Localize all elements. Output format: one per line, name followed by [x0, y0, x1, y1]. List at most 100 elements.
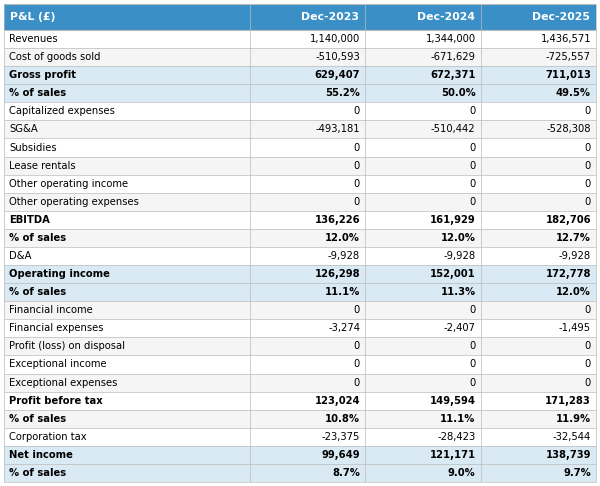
Text: % of sales: % of sales [9, 233, 66, 243]
Text: -9,928: -9,928 [559, 251, 591, 261]
Text: 0: 0 [585, 106, 591, 116]
Text: 629,407: 629,407 [314, 70, 360, 80]
Text: Net income: Net income [9, 450, 73, 460]
Text: SG&A: SG&A [9, 124, 38, 135]
Text: 49.5%: 49.5% [556, 88, 591, 98]
Text: Corporation tax: Corporation tax [9, 432, 86, 442]
Text: 0: 0 [585, 142, 591, 153]
Bar [4, 337, 596, 355]
Text: 0: 0 [585, 341, 591, 351]
Bar [4, 446, 596, 464]
Text: 126,298: 126,298 [314, 269, 360, 279]
Text: 11.3%: 11.3% [440, 287, 476, 297]
Text: -725,557: -725,557 [546, 52, 591, 62]
Text: 0: 0 [354, 142, 360, 153]
Text: -9,928: -9,928 [328, 251, 360, 261]
Text: 0: 0 [585, 360, 591, 369]
Bar [4, 301, 596, 319]
Text: 0: 0 [469, 305, 476, 315]
Text: 9.7%: 9.7% [563, 468, 591, 478]
Text: 0: 0 [585, 179, 591, 189]
Text: 171,283: 171,283 [545, 396, 591, 406]
Text: -1,495: -1,495 [559, 323, 591, 333]
Text: 1,140,000: 1,140,000 [310, 34, 360, 44]
Bar [4, 374, 596, 392]
Bar [4, 283, 596, 301]
Text: 0: 0 [354, 378, 360, 387]
Text: 711,013: 711,013 [545, 70, 591, 80]
Text: 0: 0 [354, 160, 360, 171]
Text: -2,407: -2,407 [443, 323, 476, 333]
Text: % of sales: % of sales [9, 287, 66, 297]
Bar [4, 464, 596, 482]
Text: Operating income: Operating income [9, 269, 110, 279]
Text: 0: 0 [469, 341, 476, 351]
Text: 123,024: 123,024 [314, 396, 360, 406]
Bar [4, 392, 596, 410]
Bar [4, 4, 250, 30]
Bar [4, 247, 596, 265]
Text: Capitalized expenses: Capitalized expenses [9, 106, 115, 116]
Text: 0: 0 [469, 360, 476, 369]
Text: Subsidies: Subsidies [9, 142, 56, 153]
Text: % of sales: % of sales [9, 88, 66, 98]
Text: 0: 0 [469, 160, 476, 171]
Bar [4, 229, 596, 247]
Text: 1,436,571: 1,436,571 [541, 34, 591, 44]
Bar [4, 193, 596, 211]
Text: 152,001: 152,001 [430, 269, 476, 279]
Bar [4, 48, 596, 66]
Text: 182,706: 182,706 [545, 215, 591, 225]
Bar [4, 211, 596, 229]
Text: -510,593: -510,593 [316, 52, 360, 62]
Bar [4, 66, 596, 84]
Text: Lease rentals: Lease rentals [9, 160, 76, 171]
Text: 11.1%: 11.1% [440, 414, 476, 424]
Text: 1,344,000: 1,344,000 [425, 34, 476, 44]
Text: 99,649: 99,649 [322, 450, 360, 460]
Text: Profit before tax: Profit before tax [9, 396, 103, 406]
Bar [4, 355, 596, 374]
Text: Financial income: Financial income [9, 305, 93, 315]
Text: % of sales: % of sales [9, 414, 66, 424]
Text: Revenues: Revenues [9, 34, 58, 44]
Bar [365, 4, 481, 30]
Text: 136,226: 136,226 [314, 215, 360, 225]
Text: Cost of goods sold: Cost of goods sold [9, 52, 101, 62]
Text: Dec-2025: Dec-2025 [532, 12, 590, 22]
Text: -23,375: -23,375 [322, 432, 360, 442]
Bar [4, 428, 596, 446]
Text: 672,371: 672,371 [430, 70, 476, 80]
Text: 172,778: 172,778 [545, 269, 591, 279]
Text: 0: 0 [585, 197, 591, 207]
Bar [4, 319, 596, 337]
Text: -28,423: -28,423 [437, 432, 476, 442]
Text: % of sales: % of sales [9, 468, 66, 478]
Bar [4, 156, 596, 174]
Text: 55.2%: 55.2% [325, 88, 360, 98]
Text: 0: 0 [469, 142, 476, 153]
Text: -9,928: -9,928 [443, 251, 476, 261]
Bar [250, 4, 365, 30]
Bar [4, 121, 596, 139]
Text: 0: 0 [469, 197, 476, 207]
Text: 11.9%: 11.9% [556, 414, 591, 424]
Text: 12.7%: 12.7% [556, 233, 591, 243]
Text: 10.8%: 10.8% [325, 414, 360, 424]
Text: 0: 0 [585, 305, 591, 315]
Text: 12.0%: 12.0% [440, 233, 476, 243]
Text: 12.0%: 12.0% [556, 287, 591, 297]
Text: 0: 0 [354, 179, 360, 189]
Text: 0: 0 [585, 378, 591, 387]
Text: 138,739: 138,739 [545, 450, 591, 460]
Text: Dec-2023: Dec-2023 [301, 12, 359, 22]
Text: 11.1%: 11.1% [325, 287, 360, 297]
Text: Exceptional income: Exceptional income [9, 360, 107, 369]
Text: 8.7%: 8.7% [332, 468, 360, 478]
Text: 0: 0 [354, 106, 360, 116]
Text: -493,181: -493,181 [316, 124, 360, 135]
Text: 12.0%: 12.0% [325, 233, 360, 243]
Bar [481, 4, 596, 30]
Text: 161,929: 161,929 [430, 215, 476, 225]
Text: 0: 0 [585, 160, 591, 171]
